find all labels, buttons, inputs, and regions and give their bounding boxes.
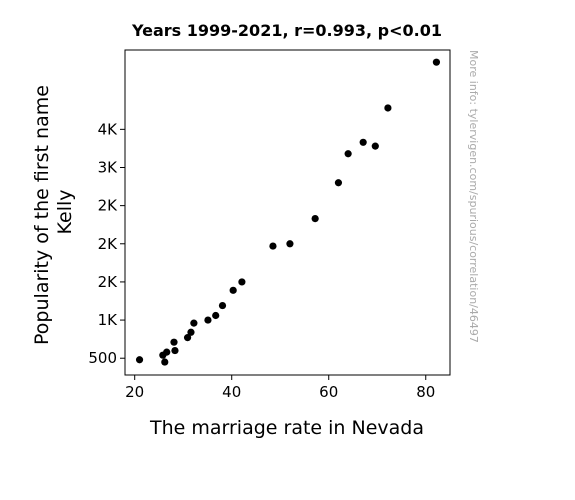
data-point xyxy=(218,301,227,310)
y-tick-label: 1K xyxy=(98,311,119,329)
y-tick-label: 2K xyxy=(98,235,119,253)
y-tick-label: 3K xyxy=(98,158,119,176)
data-point xyxy=(238,278,246,286)
data-point xyxy=(371,142,379,150)
data-point xyxy=(190,319,198,327)
x-tick-label: 80 xyxy=(416,383,435,401)
data-point xyxy=(170,338,178,346)
data-point xyxy=(183,334,192,342)
data-point xyxy=(187,328,195,336)
source-watermark: More info: tylervigen.com/spurious/corre… xyxy=(467,50,480,343)
data-point xyxy=(171,346,179,355)
y-axis: 500 1K 2K 2K 2K 3K 4K xyxy=(88,120,125,367)
data-point xyxy=(212,311,220,320)
data-points xyxy=(135,58,441,366)
data-point xyxy=(286,240,294,248)
data-point xyxy=(163,348,171,356)
data-point xyxy=(311,215,319,223)
data-point xyxy=(432,58,441,66)
y-tick-label: 2K xyxy=(98,273,119,291)
data-point xyxy=(384,104,392,112)
data-point xyxy=(229,286,237,294)
y-tick-label: 2K xyxy=(98,197,119,215)
x-axis-label: The marriage rate in Nevada xyxy=(149,417,424,439)
y-axis-label-line-2: Kelly xyxy=(54,189,76,234)
y-tick-label: 4K xyxy=(98,120,119,138)
plot-area-frame xyxy=(124,49,451,376)
y-tick-label: 500 xyxy=(88,349,117,367)
data-point xyxy=(334,179,343,187)
data-point xyxy=(204,316,212,324)
data-point xyxy=(344,150,352,158)
x-tick-label: 40 xyxy=(222,383,241,401)
x-tick-label: 60 xyxy=(319,383,338,401)
y-axis-label: Popularity of the first name Kelly xyxy=(31,79,76,345)
chart-title: Years 1999-2021, r=0.993, p<0.01 xyxy=(131,21,442,40)
data-point xyxy=(161,358,169,366)
data-point xyxy=(135,356,144,364)
y-axis-label-line-1: Popularity of the first name xyxy=(31,85,53,345)
data-point xyxy=(269,242,277,250)
data-point xyxy=(359,138,367,146)
x-axis: 20 40 60 80 xyxy=(125,375,435,401)
x-tick-label: 20 xyxy=(125,383,144,401)
